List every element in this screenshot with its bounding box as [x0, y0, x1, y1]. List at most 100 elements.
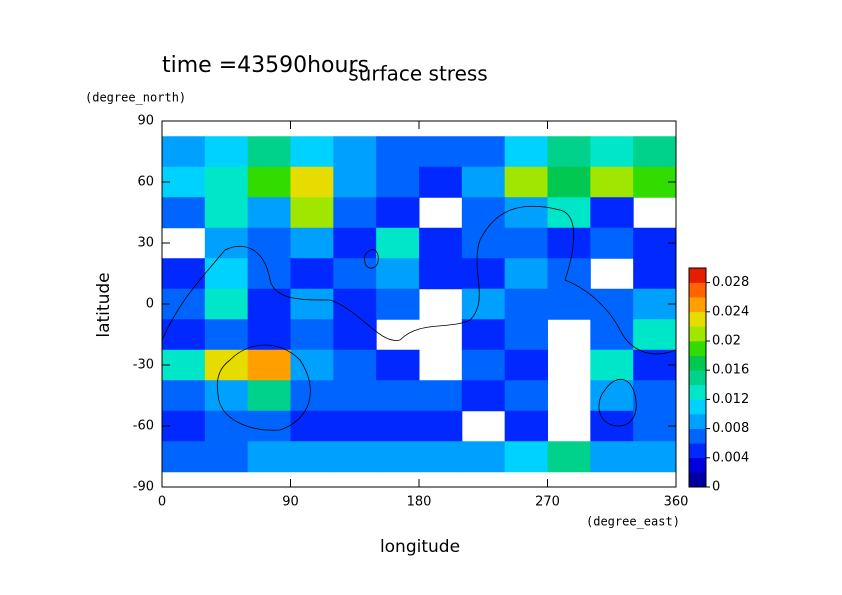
colorbar-bin — [689, 326, 706, 342]
cell — [290, 166, 334, 198]
colorbar-bin — [689, 414, 706, 429]
x-unit: (degree_east) — [586, 515, 680, 529]
colorbar-bin — [689, 428, 706, 444]
cell — [376, 288, 420, 320]
cell — [204, 410, 249, 442]
cell — [162, 380, 206, 412]
cell — [376, 136, 420, 168]
colorbar-bin — [689, 472, 706, 488]
cell — [590, 410, 634, 442]
cell — [461, 441, 506, 473]
x-tick-label: 0 — [158, 495, 166, 510]
cell — [247, 166, 291, 198]
cell — [504, 380, 548, 412]
cell — [504, 197, 548, 229]
cell — [547, 227, 591, 259]
x-axis-label: longitude — [380, 537, 460, 557]
colorbar-bin — [689, 268, 706, 283]
cell — [547, 258, 591, 290]
cell — [376, 166, 420, 198]
cell — [376, 197, 420, 229]
cell — [633, 258, 677, 290]
cell — [204, 227, 249, 259]
cell — [504, 227, 548, 259]
cell — [333, 410, 377, 442]
x-tick-label: 360 — [664, 495, 689, 510]
subtitle: time =43590hours — [162, 53, 369, 78]
colorbar-tick-label: 0.012 — [712, 392, 749, 407]
cell — [504, 258, 548, 290]
cell — [204, 258, 249, 290]
field — [162, 136, 677, 473]
cell — [504, 410, 548, 442]
cell — [590, 441, 634, 473]
cell — [333, 197, 377, 229]
colorbar-tick-label: 0.02 — [712, 334, 741, 349]
cell — [590, 349, 634, 381]
colorbar-tick-label: 0.016 — [712, 363, 749, 378]
y-tick-label: 60 — [137, 175, 154, 190]
cell — [461, 349, 506, 381]
cell — [633, 319, 677, 351]
cell — [633, 441, 677, 473]
y-tick-label: -60 — [133, 419, 154, 434]
coastline — [161, 205, 677, 355]
cell — [290, 380, 334, 412]
cell — [247, 349, 291, 381]
cell — [247, 136, 291, 168]
cell — [419, 136, 463, 168]
cell — [590, 227, 634, 259]
cell — [590, 288, 634, 320]
cell — [204, 197, 249, 229]
coastlines — [161, 205, 677, 431]
cell — [204, 380, 249, 412]
coastline — [598, 378, 637, 427]
colorbar-frame — [688, 267, 707, 488]
cell — [633, 136, 677, 168]
colorbar-bin — [689, 311, 706, 327]
cell — [247, 380, 291, 412]
cell — [247, 319, 291, 351]
cell — [247, 410, 291, 442]
colorbar-tick-label: 0.004 — [712, 450, 749, 465]
cell — [504, 349, 548, 381]
cell — [547, 441, 591, 473]
cell — [333, 136, 377, 168]
cell — [590, 380, 634, 412]
cell — [419, 410, 463, 442]
cell — [376, 227, 420, 259]
y-unit: (degree_north) — [85, 91, 186, 105]
cell — [290, 319, 334, 351]
cell — [290, 258, 334, 290]
colorbar-bin — [689, 370, 706, 386]
colorbar-tick-label: 0 — [712, 480, 720, 495]
cell — [162, 197, 206, 229]
cell — [504, 441, 548, 473]
cell — [290, 441, 334, 473]
cell — [333, 227, 377, 259]
cell — [247, 227, 291, 259]
cell — [590, 197, 634, 229]
cell — [333, 441, 377, 473]
cell — [633, 380, 677, 412]
colorbar-bin — [689, 355, 706, 371]
cell — [461, 258, 506, 290]
cell — [290, 136, 334, 168]
cell — [419, 441, 463, 473]
cell — [204, 166, 249, 198]
y-tick-label: 90 — [137, 114, 154, 129]
cell — [204, 136, 249, 168]
colorbar-tick-label: 0.028 — [712, 275, 749, 290]
cell — [590, 136, 634, 168]
y-tick-label: -30 — [133, 358, 154, 373]
cell — [504, 288, 548, 320]
coastline — [216, 344, 311, 431]
cell — [290, 410, 334, 442]
cell — [461, 136, 506, 168]
cell — [247, 288, 291, 320]
cell — [547, 197, 591, 229]
axes: 0 90 180 270 360 -90 -60 -30 0 30 60 90 — [133, 114, 689, 510]
x-tick-label: 270 — [535, 495, 560, 510]
cell — [290, 197, 334, 229]
